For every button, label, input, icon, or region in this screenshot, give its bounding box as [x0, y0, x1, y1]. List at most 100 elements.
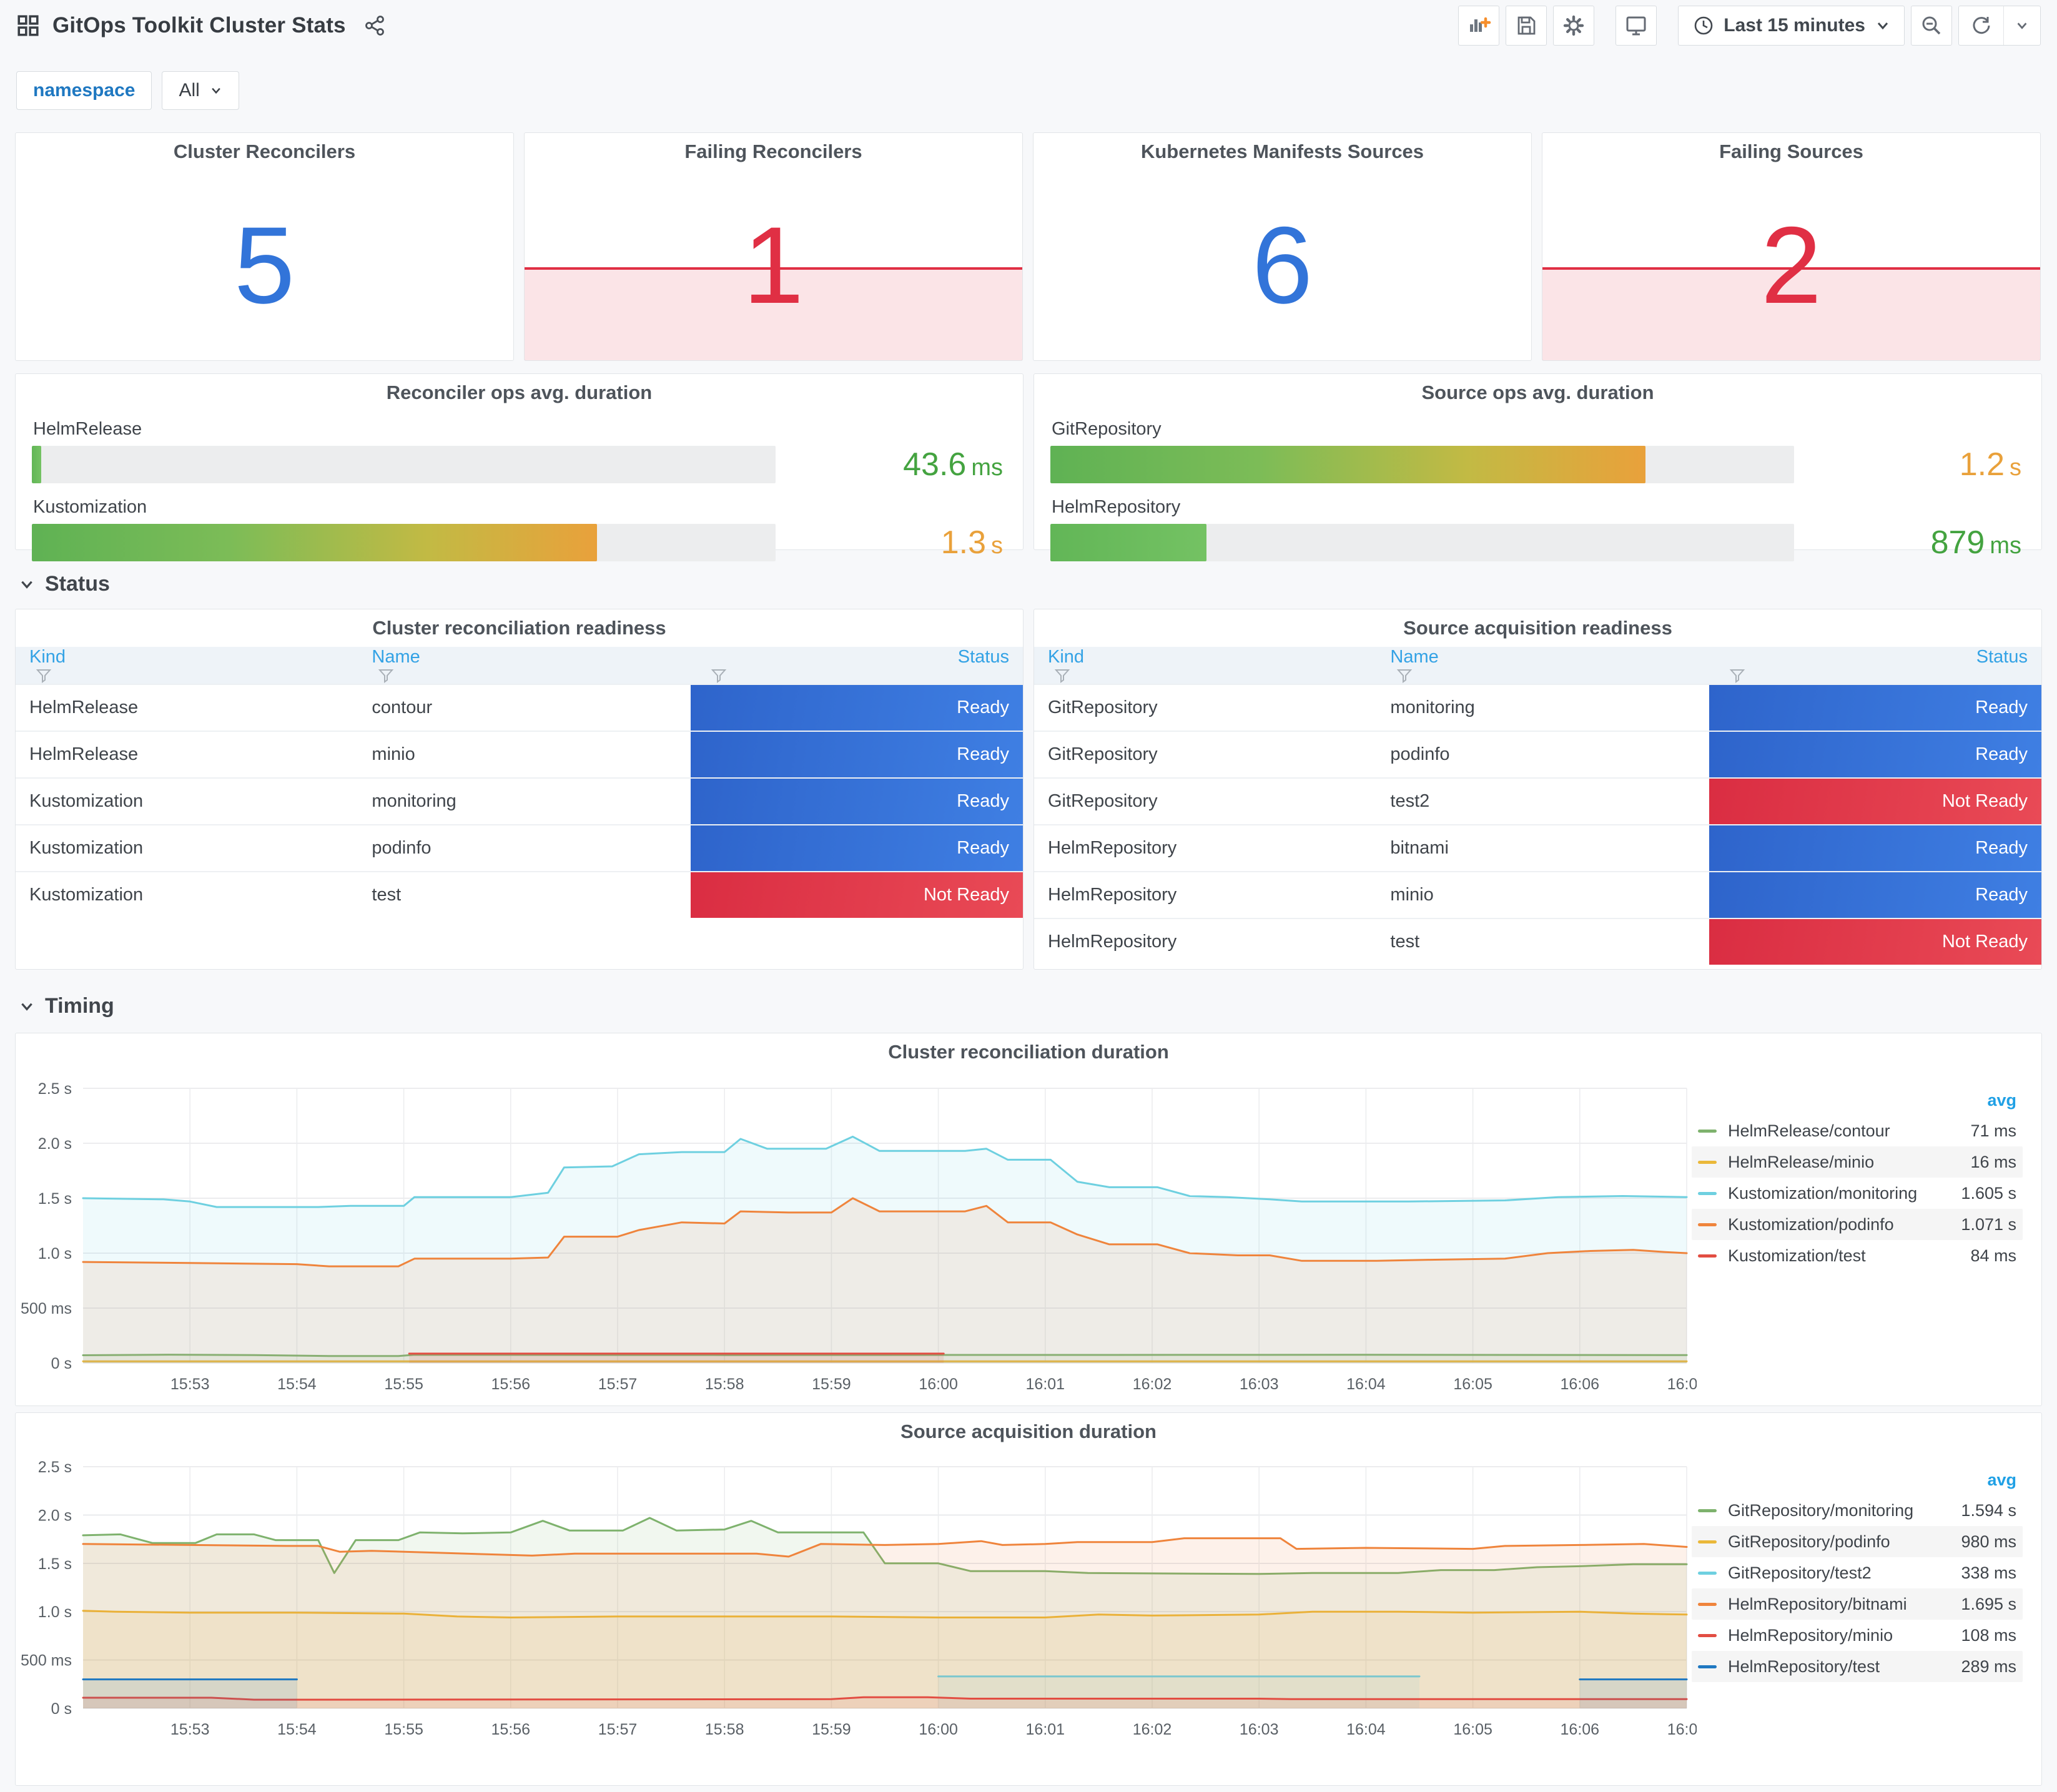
gauge-bar-value: 879 ms [1930, 524, 2021, 561]
gauge-bar-label: GitRepository [1052, 419, 1162, 439]
legend-avg-header[interactable]: avg [1987, 1091, 2016, 1110]
svg-text:16:00: 16:00 [919, 1721, 958, 1738]
column-header-name[interactable]: Name [358, 647, 691, 684]
cell-kind: HelmRelease [16, 731, 358, 778]
cell-status: Ready [690, 824, 1023, 872]
legend-series-name: HelmRepository/bitnami [1728, 1594, 1907, 1613]
svg-text:15:53: 15:53 [170, 1721, 210, 1738]
legend-item-kustomization-test[interactable]: Kustomization/test 84 ms [1692, 1240, 2023, 1271]
legend-series-name: Kustomization/test [1728, 1246, 1866, 1265]
legend-series-name: HelmRepository/minio [1728, 1625, 1893, 1645]
legend-item-helmrelease-contour[interactable]: HelmRelease/contour 71 ms [1692, 1115, 2023, 1146]
gauge-bar-track [32, 446, 776, 483]
legend-avg-header[interactable]: avg [1987, 1470, 2016, 1489]
panel-title[interactable]: Cluster Reconcilers [173, 140, 356, 162]
panel-title[interactable]: Cluster reconciliation duration [888, 1041, 1169, 1063]
gauge-bar-fill [32, 446, 42, 483]
refresh-interval-dropdown[interactable] [2004, 6, 2040, 45]
panel-title[interactable]: Failing Sources [1719, 140, 1863, 162]
panel-title[interactable]: Failing Reconcilers [684, 140, 862, 162]
cell-status: Ready [1709, 731, 2041, 778]
legend-series-avg: 71 ms [1970, 1121, 2016, 1140]
column-header-status[interactable]: Status [690, 647, 1023, 684]
column-header-name[interactable]: Name [1376, 647, 1709, 684]
zoom-out-icon [1922, 16, 1941, 35]
variable-namespace-label[interactable]: namespace [16, 71, 152, 110]
stat-value: 1 [742, 204, 804, 327]
cell-status: Not Ready [690, 871, 1023, 918]
legend-item-helmrepository-test[interactable]: HelmRepository/test 289 ms [1692, 1651, 2023, 1682]
chevron-down-icon [2017, 22, 2027, 29]
chevron-down-icon [21, 581, 32, 589]
svg-text:15:57: 15:57 [598, 1376, 638, 1393]
cell-name: bitnami [1376, 824, 1709, 872]
refresh-button[interactable] [1959, 6, 2004, 45]
legend-item-helmrepository-bitnami[interactable]: HelmRepository/bitnami 1.695 s [1692, 1588, 2023, 1620]
cell-kind: Kustomization [16, 824, 358, 872]
svg-text:16:06: 16:06 [1561, 1721, 1600, 1738]
chevron-down-icon [1877, 22, 1888, 30]
status-badge: Ready [1709, 685, 2041, 731]
cell-name: contour [358, 684, 691, 731]
section-timing[interactable]: Timing [19, 994, 114, 1018]
stat-panel-failing-sources: Failing Sources 2 [1542, 132, 2041, 361]
panel-title[interactable]: Cluster reconciliation readiness [372, 617, 666, 639]
svg-text:16:02: 16:02 [1133, 1376, 1172, 1393]
legend-item-kustomization-podinfo[interactable]: Kustomization/podinfo 1.071 s [1692, 1209, 2023, 1240]
svg-text:1.5 s: 1.5 s [38, 1555, 72, 1573]
status-badge: Ready [690, 779, 1023, 824]
filter-icon[interactable] [1729, 667, 1745, 684]
legend-item-gitrepository-test2[interactable]: GitRepository/test2 338 ms [1692, 1557, 2023, 1588]
stat-sparkline [525, 267, 1022, 360]
legend-item-gitrepository-podinfo[interactable]: GitRepository/podinfo 980 ms [1692, 1526, 2023, 1557]
share-icon[interactable] [363, 14, 386, 37]
zoom-out-time-button[interactable] [1911, 6, 1952, 46]
chart-panel-cluster-reconciliation-duration: Cluster reconciliation duration 0 s 500 ms… [15, 1033, 2042, 1406]
dashboard-grid-icon[interactable] [16, 14, 40, 37]
svg-text:15:54: 15:54 [277, 1721, 317, 1738]
variable-namespace-value[interactable]: All [162, 71, 239, 110]
legend-item-helmrelease-minio[interactable]: HelmRelease/minio 16 ms [1692, 1146, 2023, 1178]
column-header-kind[interactable]: Kind [1034, 647, 1377, 684]
gauge-bar-value: 43.6 ms [903, 446, 1003, 483]
cell-kind: GitRepository [1034, 777, 1377, 825]
series-color-icon [1698, 1602, 1717, 1606]
svg-text:15:58: 15:58 [705, 1721, 744, 1738]
cell-name: monitoring [358, 777, 691, 825]
panel-title[interactable]: Reconciler ops avg. duration [386, 382, 653, 403]
gauge-bar-track [1050, 524, 1794, 561]
time-series-plot[interactable]: 0 s 500 ms 1.0 s 1.5 s 2.0 s 2.5 s 15:53 15:54 1… [16, 1070, 1697, 1401]
panel-title[interactable]: Source acquisition duration [900, 1420, 1157, 1442]
svg-text:15:57: 15:57 [598, 1721, 638, 1738]
add-panel-button[interactable] [1458, 6, 1500, 46]
legend-item-helmrepository-minio[interactable]: HelmRepository/minio 108 ms [1692, 1620, 2023, 1651]
svg-text:1.0 s: 1.0 s [38, 1603, 72, 1621]
legend-series-avg: 338 ms [1961, 1563, 2016, 1582]
legend-item-kustomization-monitoring[interactable]: Kustomization/monitoring 1.605 s [1692, 1178, 2023, 1209]
series-color-icon [1698, 1254, 1717, 1258]
series-color-icon [1698, 1160, 1717, 1164]
panel-title[interactable]: Source ops avg. duration [1421, 382, 1654, 403]
filter-icon[interactable] [378, 667, 394, 684]
refresh-controls [1958, 6, 2041, 46]
cycle-view-mode-button[interactable] [1616, 6, 1657, 46]
legend-item-gitrepository-monitoring[interactable]: GitRepository/monitoring 1.594 s [1692, 1495, 2023, 1526]
plus-icon [1481, 17, 1491, 28]
time-range-picker[interactable]: Last 15 minutes [1678, 6, 1905, 46]
filter-icon[interactable] [36, 667, 52, 684]
filter-icon[interactable] [1054, 667, 1070, 684]
column-header-kind[interactable]: Kind [16, 647, 358, 684]
panel-title[interactable]: Source acquisition readiness [1403, 617, 1672, 639]
panel-title[interactable]: Kubernetes Manifests Sources [1140, 140, 1424, 162]
section-status[interactable]: Status [19, 572, 110, 596]
save-dashboard-button[interactable] [1506, 6, 1547, 46]
filter-icon[interactable] [711, 667, 727, 684]
time-series-plot[interactable]: 0 s 500 ms 1.0 s 1.5 s 2.0 s 2.5 s 15:53 15:54 1… [16, 1449, 1697, 1746]
template-variables: namespace All [16, 71, 239, 110]
column-header-status[interactable]: Status [1709, 647, 2041, 684]
svg-text:15:53: 15:53 [170, 1376, 210, 1393]
svg-text:15:59: 15:59 [812, 1376, 851, 1393]
svg-text:16:03: 16:03 [1240, 1721, 1279, 1738]
filter-icon[interactable] [1396, 667, 1413, 684]
dashboard-settings-button[interactable] [1553, 6, 1595, 46]
